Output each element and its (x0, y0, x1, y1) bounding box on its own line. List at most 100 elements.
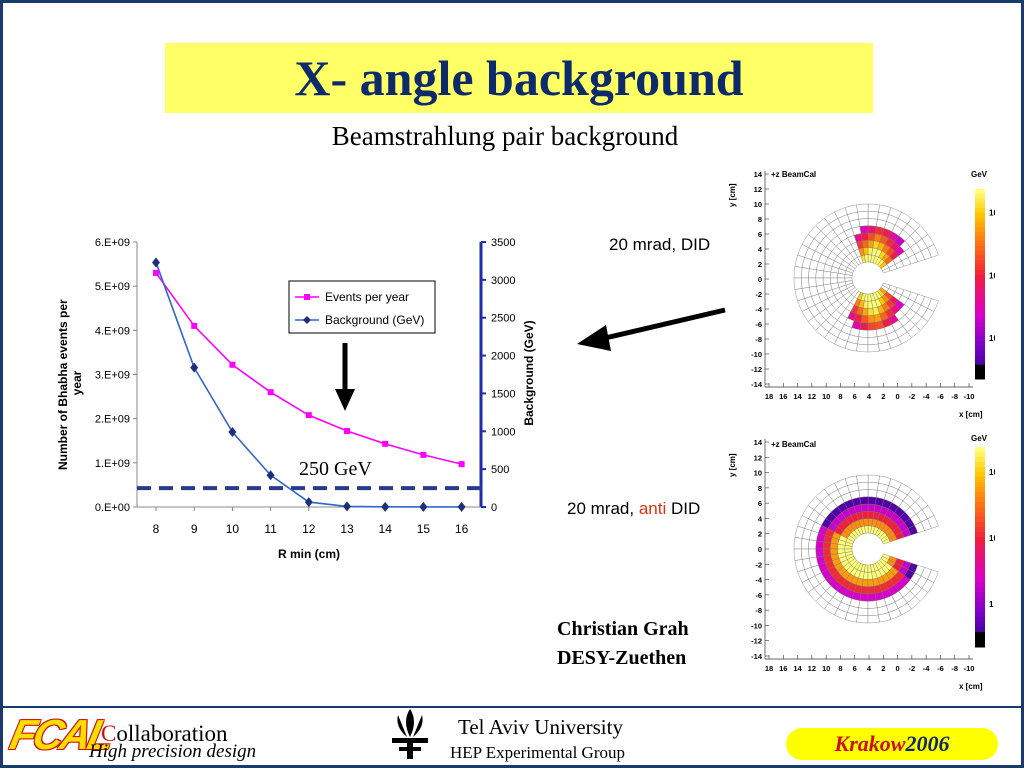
plot-x-tick: 8 (838, 392, 842, 401)
plot-x-tick: -2 (909, 664, 916, 673)
y-right-tick-label: 2500 (491, 313, 515, 325)
scale-segment (975, 447, 985, 453)
y-axis-left-label-line2: year (70, 370, 84, 395)
data-point-background (343, 501, 351, 512)
data-point-background (419, 501, 428, 512)
calorimeter-cell (860, 315, 869, 324)
author-institute: DESY-Zuethen (557, 647, 687, 669)
calorimeter-cell (858, 600, 869, 609)
plot-label-anti-did: 20 mrad, anti DID (567, 499, 701, 518)
plot-x-tick: 12 (808, 664, 816, 673)
calorimeter-cell (867, 600, 878, 609)
plot-y-tick: -12 (751, 637, 762, 646)
x-tick-label: 15 (417, 522, 431, 536)
scale-segment (975, 317, 985, 323)
scale-segment (975, 217, 985, 223)
calorimeter-cell (867, 503, 876, 512)
calorimeter-cell (857, 607, 869, 616)
scale-segment (975, 587, 985, 593)
calorimeter-cell (867, 496, 877, 505)
calorimeter-cell (793, 537, 803, 550)
plot-y-tick: -14 (751, 380, 763, 389)
calorimeter-disk (793, 203, 939, 353)
scale-segment (975, 597, 985, 603)
calorimeter-cell (859, 496, 869, 505)
plot-y-tick: 4 (758, 245, 763, 254)
plot-y-tick: -6 (755, 591, 762, 600)
plot-x-tick: -8 (951, 664, 958, 673)
calorimeter-cell (822, 541, 831, 550)
plot-y-tick: 6 (758, 499, 762, 508)
scale-segment (975, 567, 985, 573)
calorimeter-cell (867, 218, 878, 227)
data-point-background (152, 257, 160, 268)
scale-segment (975, 369, 985, 375)
calorimeter-cell (830, 271, 839, 279)
university: Tel Aviv University (458, 715, 623, 739)
calorimeter-cell (867, 203, 880, 213)
legend: Events per year Background (GeV) (288, 280, 436, 334)
scale-segment (975, 517, 985, 523)
page-title: X- angle background (294, 50, 744, 106)
calorimeter-cell (801, 277, 810, 289)
calorimeter-cell (830, 542, 839, 550)
plot-y-tick: -4 (755, 305, 762, 314)
calorimeter-cell (815, 277, 824, 287)
calorimeter-cell (867, 343, 880, 353)
plot-y-tick: 10 (754, 469, 762, 478)
scale-segment (975, 246, 985, 252)
x-tick-label: 13 (340, 522, 354, 536)
x-tick-label: 12 (302, 522, 316, 536)
plot-x-tick: -4 (923, 392, 930, 401)
y-axis-left-label-line1: Number of Bhabha events per (56, 299, 70, 470)
calorimeter-cell (927, 298, 939, 312)
scale-segment (975, 527, 985, 533)
plot-y-tick: -10 (751, 621, 762, 630)
data-point-events (344, 428, 350, 435)
data-point-events (191, 322, 198, 329)
x-tick-label: 9 (191, 522, 198, 536)
plot-y-tick: -10 (751, 350, 762, 359)
plot-x-tick: -8 (951, 392, 958, 401)
data-point-events (458, 461, 465, 468)
calorimeter-cell (867, 225, 877, 234)
plot-x-tick: -10 (964, 664, 975, 673)
scale-label: 10 (989, 534, 995, 543)
subtitle: Beamstrahlung pair background (331, 121, 679, 151)
plot-y-tick: -4 (755, 576, 762, 585)
calorimeter-cell (861, 307, 869, 316)
plot-x-tick: 16 (779, 392, 787, 401)
calorimeter-cell (815, 269, 824, 279)
calorimeter-disk (793, 474, 939, 624)
scale-segment (975, 331, 985, 337)
plot-y-tick: 10 (754, 200, 762, 209)
calorimeter-cell (861, 578, 869, 587)
calorimeter-cell (867, 614, 880, 624)
calorimeter-cell (860, 586, 869, 595)
calorimeter-cell (859, 225, 869, 234)
scale-segment (975, 502, 985, 508)
data-point-events (420, 451, 427, 458)
calorimeter-cell (801, 548, 810, 560)
scale-label: 10² (989, 468, 995, 477)
plot-x-tick: 14 (793, 392, 802, 401)
tagline: High precision design (89, 741, 257, 762)
title-banner: X- angle background (165, 43, 873, 113)
author-name: Christian Grah (557, 618, 689, 640)
calorimeter-cell (801, 538, 810, 550)
scale-segment (975, 452, 985, 458)
plot-x-tick: 18 (765, 664, 773, 673)
plot-x-tick: -6 (937, 664, 944, 673)
scale-segment (975, 482, 985, 488)
y-right-tick-label: 3000 (491, 275, 515, 287)
scale-segment (975, 457, 985, 463)
conference-badge: Krakow2006 (786, 728, 998, 760)
legend-marker-background (303, 316, 311, 324)
data-point-background (228, 427, 237, 438)
scale-segment (975, 279, 985, 285)
calorimeter-cell (857, 336, 869, 345)
threshold-label: 250 GeV (299, 458, 372, 480)
slide: X- angle background Beamstrahlung pair b… (3, 3, 1021, 765)
